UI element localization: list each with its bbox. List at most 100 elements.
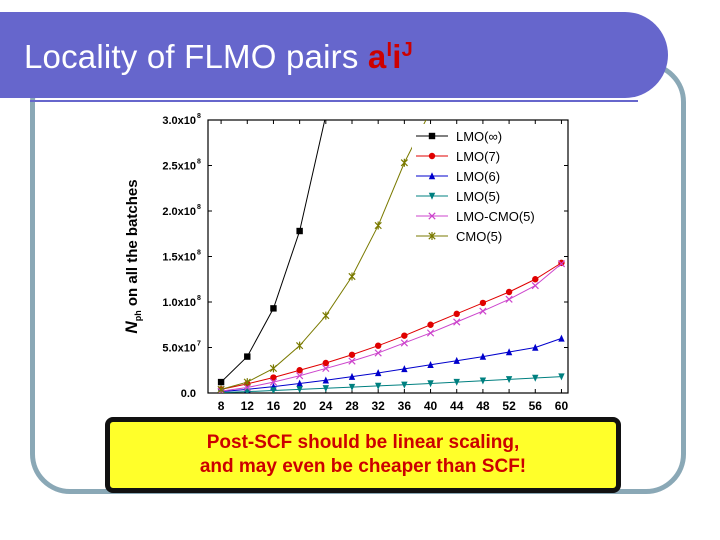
legend-label: LMO(6) — [456, 169, 500, 184]
legend-label: LMO(7) — [456, 149, 500, 164]
y-tick-label: 1.0x10 — [162, 297, 196, 309]
x-tick-label: 48 — [476, 399, 490, 413]
y-tick-exponent: 8 — [197, 113, 201, 120]
data-point — [322, 359, 330, 367]
data-point — [374, 369, 382, 377]
data-point — [296, 372, 304, 380]
data-point — [427, 110, 433, 115]
data-point — [401, 365, 408, 373]
data-point — [532, 374, 539, 382]
data-point — [427, 380, 434, 388]
data-point — [479, 377, 487, 385]
y-axis-label: Nph on all the batches — [122, 179, 143, 333]
legend-swatch-marker — [428, 172, 436, 180]
series-line — [221, 337, 562, 393]
data-point — [479, 352, 487, 360]
data-point — [348, 351, 356, 358]
data-point — [243, 383, 251, 392]
legend-entry: LMO(∞) — [416, 129, 502, 144]
series-0 — [217, 112, 329, 386]
legend-entry: LMO(7) — [416, 149, 500, 164]
slide-title: Locality of FLMO pairs aIiJ — [24, 38, 413, 76]
data-point — [322, 311, 330, 320]
data-point — [348, 272, 356, 281]
legend-swatch-marker — [428, 232, 436, 240]
title-text: Locality of FLMO pairs — [24, 38, 368, 75]
data-point — [453, 310, 460, 318]
data-point — [400, 339, 408, 347]
data-point — [531, 281, 539, 290]
legend-swatch-marker — [428, 132, 436, 140]
title-bar — [0, 12, 668, 98]
data-point — [453, 318, 461, 326]
data-point — [348, 357, 356, 365]
data-point — [322, 364, 330, 373]
data-point — [558, 334, 565, 342]
x-tick-label: 44 — [450, 399, 464, 413]
data-point — [374, 221, 382, 230]
data-point — [296, 386, 303, 393]
data-point — [427, 360, 434, 368]
data-point — [323, 112, 329, 118]
legend-swatch-marker — [428, 152, 436, 160]
data-point — [270, 374, 277, 381]
data-point — [532, 343, 539, 351]
y-tick-label: 2.5x10 — [162, 161, 196, 173]
data-point — [269, 378, 278, 386]
data-point — [532, 276, 539, 283]
series-line — [220, 120, 326, 383]
data-point — [479, 307, 487, 315]
scaling-chart: 8 12 16 20 24 28 32 36 40 44 48 52 56 60 0.0 5.0x10 7 1.0… — [122, 110, 569, 413]
data-point — [374, 342, 382, 349]
data-point — [374, 349, 382, 357]
x-tick-label: 24 — [319, 399, 333, 413]
data-point — [244, 353, 251, 360]
y-tick-exponent: 8 — [197, 295, 201, 302]
callout-line-1: Post-SCF should be linear scaling, — [206, 432, 520, 453]
title-superscript-1: I — [386, 39, 393, 61]
legend-label: CMO(5) — [456, 229, 502, 244]
data-point — [296, 341, 304, 350]
y-axis-label-main: N — [122, 321, 141, 334]
data-point — [296, 367, 303, 374]
y-tick-label: 3.0x10 — [162, 115, 196, 127]
legend-entry: LMO-CMO(5) — [416, 209, 535, 224]
data-point — [557, 260, 566, 268]
x-tick-label: 40 — [424, 399, 438, 413]
data-point — [427, 321, 434, 328]
title-superscript-2: J — [401, 39, 413, 61]
x-tick-label: 12 — [241, 399, 255, 413]
data-point — [558, 373, 565, 381]
legend-label: LMO(5) — [456, 189, 500, 204]
title-symbol-i: i — [392, 38, 402, 75]
data-point — [243, 378, 251, 387]
y-tick-label: 0.0 — [181, 388, 196, 400]
data-point — [217, 385, 225, 393]
conclusion-callout: Post-SCF should be linear scaling, and m… — [105, 417, 621, 493]
series-5 — [217, 110, 433, 393]
x-tick-label: 52 — [502, 399, 516, 413]
y-tick-label: 2.0x10 — [162, 206, 196, 218]
data-point — [348, 383, 356, 391]
data-point — [401, 332, 408, 339]
data-point — [505, 348, 513, 356]
data-point — [374, 382, 382, 390]
data-point — [269, 364, 278, 373]
data-point — [505, 295, 513, 303]
x-tick-label: 20 — [293, 399, 307, 413]
y-tick-exponent: 8 — [197, 250, 201, 257]
plot-area — [217, 110, 566, 393]
title-symbol: a — [367, 38, 387, 75]
x-tick-label: 28 — [345, 399, 359, 413]
data-point — [453, 378, 460, 386]
y-tick-exponent: 8 — [197, 204, 201, 211]
data-point — [426, 329, 435, 337]
x-tick-label: 32 — [372, 399, 386, 413]
data-point — [453, 356, 460, 364]
series-4 — [217, 260, 566, 393]
x-tick-label: 60 — [555, 399, 569, 413]
legend-label: LMO-CMO(5) — [456, 209, 535, 224]
callout-line-2: and may even be cheaper than SCF! — [199, 456, 527, 477]
series-line — [221, 376, 562, 393]
data-point — [505, 376, 513, 384]
